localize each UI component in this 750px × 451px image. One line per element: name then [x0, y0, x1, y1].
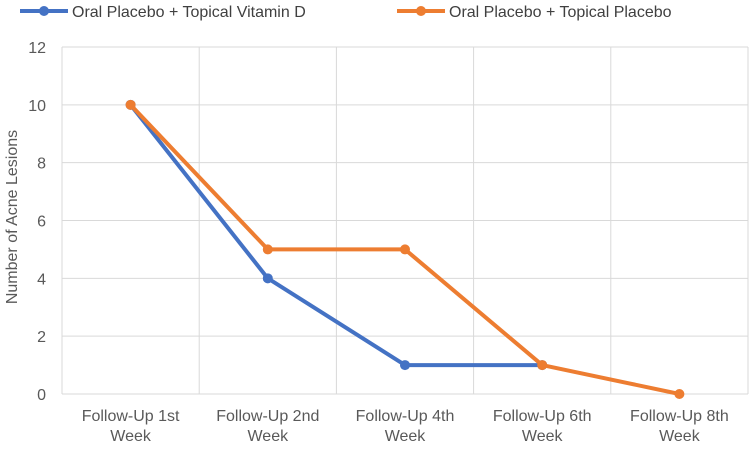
- series-group: [125, 99, 685, 399]
- data-point: [262, 273, 273, 284]
- legend-item-1: Oral Placebo + Topical Vitamin D: [20, 4, 306, 21]
- series-line: [128, 102, 545, 368]
- legend-label: Oral Placebo + Topical Vitamin D: [72, 4, 306, 21]
- y-tick-label: 2: [37, 329, 46, 346]
- data-point: [262, 244, 273, 255]
- x-axis-ticks: Follow-Up 1st Week Follow-Up 2nd Week Follow…: [82, 408, 729, 445]
- legend-label: Oral Placebo + Topical Placebo: [449, 4, 672, 21]
- y-tick-label: 10: [28, 98, 46, 115]
- data-point: [674, 389, 685, 399]
- y-tick-label: 0: [37, 387, 46, 404]
- data-point: [537, 360, 548, 371]
- legend-swatch-marker: [416, 6, 426, 16]
- y-tick-label: 12: [28, 40, 46, 57]
- x-tick-label: Follow-Up 1st Week: [82, 408, 180, 445]
- y-axis-title: Number of Acne Lesions: [4, 130, 21, 304]
- data-point: [400, 244, 410, 255]
- x-tick-label: Follow-Up 2nd Week: [216, 408, 319, 445]
- y-tick-label: 4: [37, 271, 46, 288]
- x-tick-label: Follow-Up 8th Week: [630, 408, 729, 445]
- legend-swatch-marker: [39, 6, 49, 16]
- y-tick-label: 8: [37, 156, 46, 173]
- gridlines: [61, 46, 749, 395]
- y-tick-label: 6: [37, 214, 46, 231]
- legend: Oral Placebo + Topical Vitamin D Oral Pla…: [20, 4, 672, 21]
- x-tick-label: Follow-Up 6th Week: [493, 408, 592, 445]
- x-tick-label: Follow-Up 4th Week: [356, 408, 455, 445]
- data-point: [400, 360, 410, 371]
- y-axis-ticks: 0 2 4 6 8 10 12: [28, 40, 46, 404]
- data-point: [125, 99, 136, 110]
- series-2: [125, 99, 685, 399]
- legend-item-2: Oral Placebo + Topical Placebo: [397, 4, 672, 21]
